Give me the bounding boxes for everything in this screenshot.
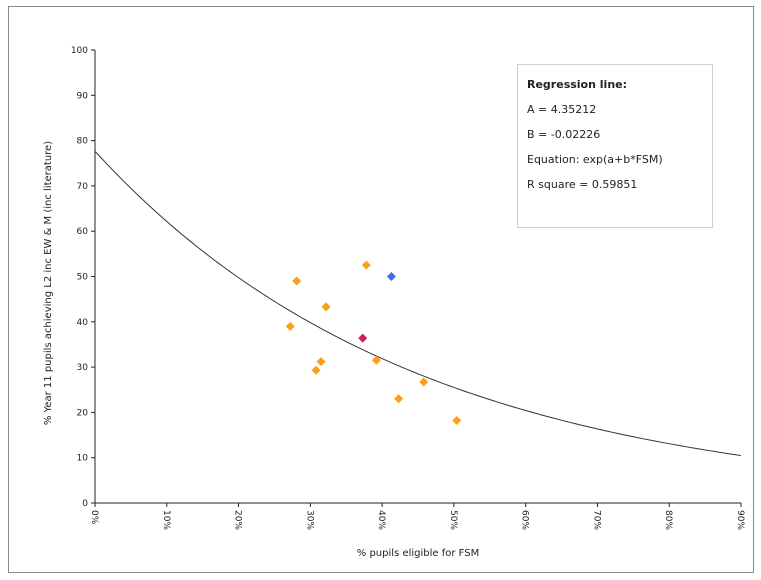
legend-line-b: B = -0.02226	[527, 128, 601, 141]
y-tick-label: 20	[77, 408, 89, 418]
x-tick-label: 50%	[448, 510, 458, 530]
regression-line	[94, 150, 742, 457]
y-tick-label: 30	[77, 363, 89, 373]
data-point	[292, 276, 302, 286]
y-tick-label: 0	[82, 499, 88, 509]
x-tick-label: 80%	[663, 510, 673, 530]
y-tick-label: 50	[77, 273, 89, 283]
y-axis-ticks: 0 10 20 30 40 50 60 70 80 90 100	[71, 46, 95, 509]
data-point	[361, 260, 371, 270]
y-tick-label: 90	[77, 91, 89, 101]
data-point	[316, 357, 326, 367]
regression-legend: Regression line: A = 4.35212 B = -0.0222…	[517, 64, 713, 228]
x-tick-label: 40%	[376, 510, 386, 530]
y-tick-label: 80	[77, 137, 89, 147]
chart-frame	[8, 6, 754, 573]
data-points	[285, 260, 462, 426]
data-point	[394, 394, 404, 404]
x-axis-label: % pupils eligible for FSM	[357, 548, 479, 559]
data-point	[311, 365, 321, 375]
y-axis-label: % Year 11 pupils achieving L2 inc EW & M…	[43, 141, 54, 425]
x-tick-label: 90%	[735, 510, 745, 530]
legend-line-a: A = 4.35212	[527, 103, 597, 116]
x-tick-label: 70%	[591, 510, 601, 530]
legend-line-rsquare: R square = 0.59851	[527, 178, 638, 191]
data-point	[419, 377, 429, 387]
x-tick-label: 0%	[89, 510, 99, 525]
legend-line-equation: Equation: exp(a+b*FSM)	[527, 153, 663, 166]
x-tick-label: 60%	[520, 510, 530, 530]
data-point	[371, 355, 381, 365]
data-point	[285, 321, 295, 331]
y-tick-label: 100	[71, 46, 88, 56]
y-tick-label: 10	[77, 454, 89, 464]
y-tick-label: 60	[77, 227, 89, 237]
data-point	[386, 272, 396, 281]
data-point	[452, 416, 462, 426]
x-tick-label: 30%	[304, 510, 314, 530]
x-tick-label: 20%	[233, 510, 243, 530]
x-axis-ticks: 0% 10% 20% 30% 40% 50% 60% 70% 80% 90%	[89, 503, 745, 530]
y-tick-label: 40	[77, 318, 89, 328]
y-tick-label: 70	[77, 182, 89, 192]
data-point	[321, 302, 331, 312]
data-point	[358, 333, 368, 343]
legend-title: Regression line:	[527, 78, 628, 91]
x-tick-label: 10%	[161, 510, 171, 530]
